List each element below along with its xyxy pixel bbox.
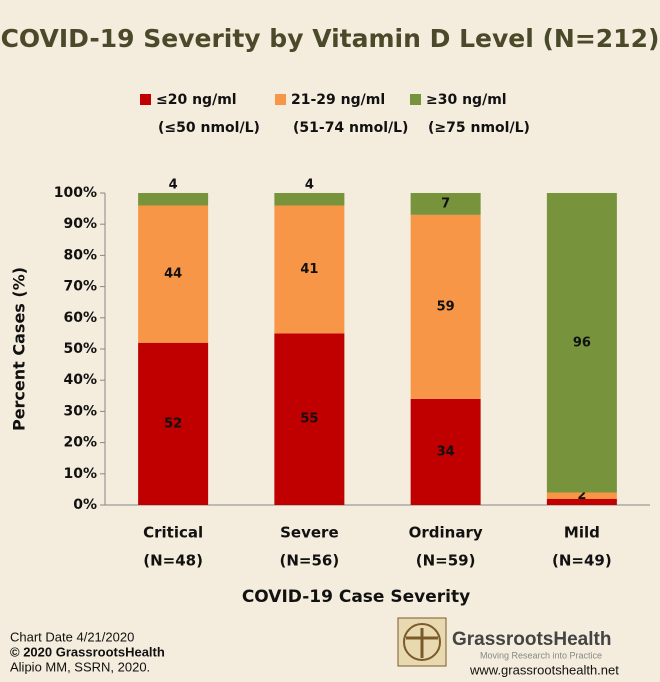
data-label: 44 <box>164 267 182 282</box>
y-tick-label: 40% <box>63 372 97 388</box>
legend-swatch <box>140 94 151 105</box>
bar-segment <box>138 205 209 343</box>
footer-date: Chart Date 4/21/2020 <box>10 629 134 644</box>
x-tick-note: (N=56) <box>280 552 340 570</box>
y-tick-label: 30% <box>63 403 97 419</box>
legend-note: (≤50 nmol/L) <box>158 120 260 136</box>
chart-title: COVID-19 Severity by Vitamin D Level (N=… <box>1 24 660 53</box>
data-label: 34 <box>437 444 455 459</box>
y-tick-label: 10% <box>63 466 97 482</box>
x-axis-label: COVID-19 Case Severity <box>242 587 470 607</box>
footer-copyright: © 2020 GrassrootsHealth <box>10 644 165 659</box>
data-label: 96 <box>573 335 591 350</box>
legend-label: 21-29 ng/ml <box>291 92 385 108</box>
data-label: 52 <box>164 416 182 431</box>
footer-url: www.grassrootshealth.net <box>469 662 619 677</box>
bar-segment <box>546 492 617 499</box>
legend-swatch <box>275 94 286 105</box>
data-label: 4 <box>305 178 314 193</box>
bar-segment <box>410 193 481 215</box>
x-tick-label: Mild <box>564 524 600 542</box>
legend-label: ≤20 ng/ml <box>156 92 237 108</box>
bar-segment <box>546 498 617 505</box>
y-tick-label: 100% <box>54 185 97 201</box>
data-label: 2 <box>577 488 586 503</box>
y-tick-label: 0% <box>73 497 97 513</box>
footer-source: Alipio MM, SSRN, 2020. <box>10 659 150 674</box>
y-tick-label: 60% <box>63 310 97 326</box>
data-label: 55 <box>300 412 318 427</box>
bar-segment <box>546 193 617 493</box>
x-tick-label: Severe <box>280 524 339 542</box>
x-tick-note: (N=48) <box>143 552 203 570</box>
y-tick-label: 50% <box>63 341 97 357</box>
legend-swatch <box>410 94 421 105</box>
data-label: 4 <box>169 178 178 193</box>
legend-note: (≥75 nmol/L) <box>428 120 530 136</box>
x-tick-label: Critical <box>143 524 203 542</box>
logo-name: GrassrootsHealth <box>452 629 611 650</box>
y-tick-label: 70% <box>63 279 97 295</box>
data-label: 59 <box>437 299 455 314</box>
y-tick-label: 80% <box>63 247 97 263</box>
y-axis-label: Percent Cases (%) <box>10 267 29 431</box>
bar-segment <box>274 205 345 334</box>
bar-segment <box>274 333 345 505</box>
bar-segment <box>138 342 209 505</box>
data-label: 41 <box>300 262 318 277</box>
legend-note: (51-74 nmol/L) <box>293 120 408 136</box>
logo-circle <box>403 623 441 661</box>
bar-segment <box>410 214 481 399</box>
y-tick-label: 90% <box>63 216 97 232</box>
x-tick-label: Ordinary <box>409 524 483 542</box>
bar-segment <box>274 193 345 206</box>
data-label: 7 <box>441 196 450 211</box>
x-tick-note: (N=49) <box>552 552 612 570</box>
x-tick-note: (N=59) <box>416 552 476 570</box>
logo-tagline: Moving Research into Practice <box>480 650 602 660</box>
legend-label: ≥30 ng/ml <box>426 92 507 108</box>
y-tick-label: 20% <box>63 435 97 451</box>
bar-segment <box>138 193 209 206</box>
bar-segment <box>410 398 481 505</box>
